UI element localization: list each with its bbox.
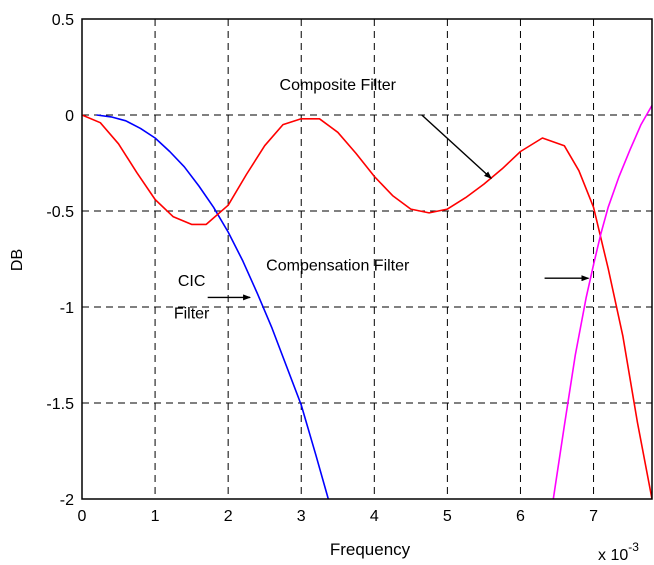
annotation-label-cic-line1: CIC	[178, 273, 206, 290]
x-exponent-base: x 10	[598, 547, 628, 564]
series-line-compensation-filter	[552, 105, 652, 499]
y-tick-label: -0.5	[46, 204, 74, 221]
annotation-arrow-composite	[421, 114, 492, 180]
x-exponent-label: x 10-3	[598, 540, 639, 564]
series-layer	[82, 105, 652, 499]
x-tick-label: 4	[370, 508, 379, 525]
x-tick-label: 3	[297, 508, 306, 525]
x-tick-label: 2	[224, 508, 233, 525]
y-tick-label: 0.5	[52, 12, 74, 29]
grid	[82, 19, 652, 499]
y-tick-label: -2	[60, 492, 74, 509]
annotations: Composite Filter Compensation Filter CIC Fi…	[174, 77, 590, 323]
plot-frame	[81, 18, 653, 500]
y-axis-label: DB	[9, 249, 26, 271]
y-tick-label: -1	[60, 300, 74, 317]
annotation-label-cic-line2: Filter	[174, 306, 210, 323]
tick-labels: 0 1 2 3 4 5 6 7 0.5 0 -0.5 -1 -1.5 -2	[46, 12, 598, 525]
x-tick-label: 7	[589, 508, 598, 525]
y-tick-label: 0	[65, 108, 74, 125]
series-line-composite-filter	[82, 114, 652, 499]
x-tick-label: 6	[516, 508, 525, 525]
x-tick-label: 0	[78, 508, 87, 525]
x-axis-label: Frequency	[330, 540, 411, 559]
y-tick-label: -1.5	[46, 396, 74, 413]
x-tick-label: 1	[151, 508, 160, 525]
x-tick-label: 5	[443, 508, 452, 525]
annotation-label-composite: Composite Filter	[280, 77, 397, 94]
x-exponent-power: -3	[628, 540, 639, 554]
series-line-cic-filter	[96, 114, 330, 499]
annotation-label-compensation: Compensation Filter	[266, 258, 410, 275]
